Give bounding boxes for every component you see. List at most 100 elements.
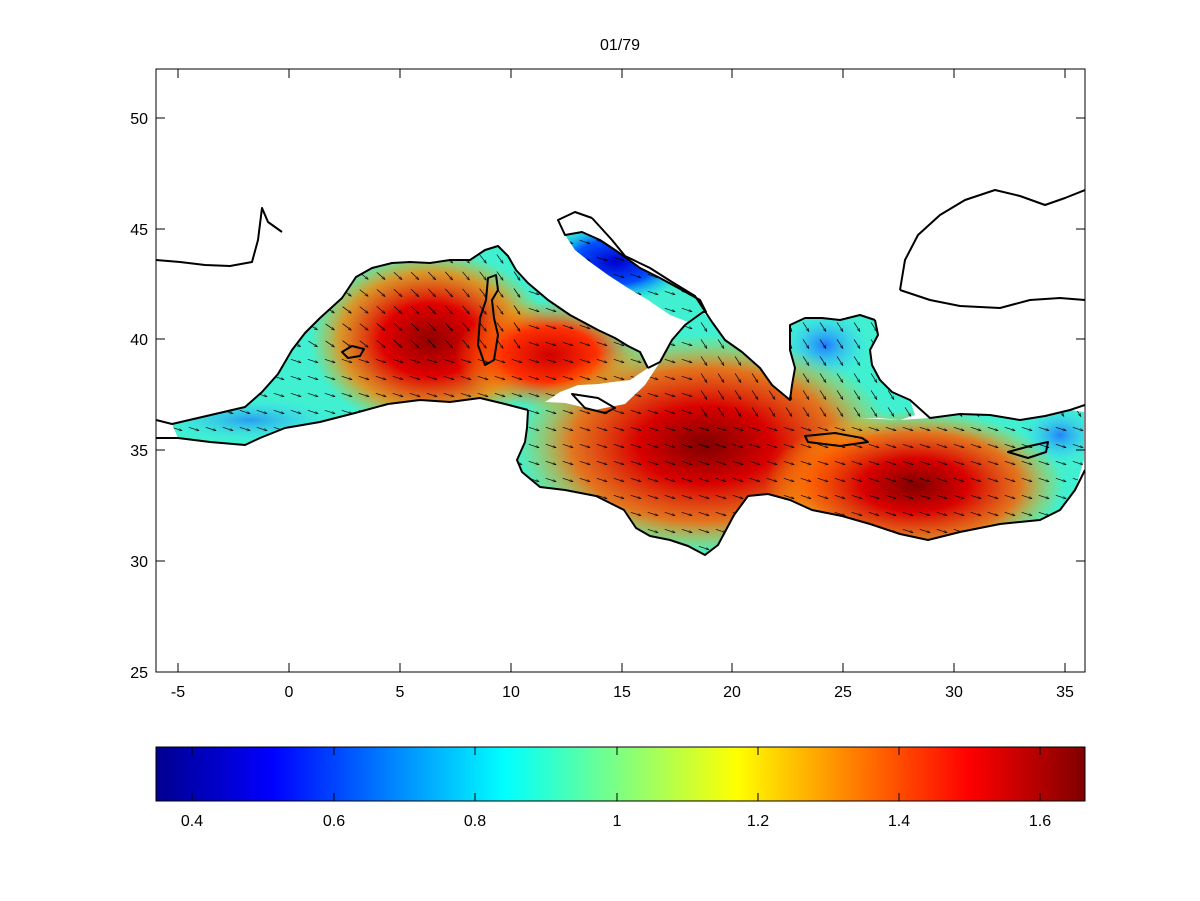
direction-arrow <box>768 407 775 416</box>
direction-arrow <box>647 409 658 413</box>
direction-arrow <box>496 305 503 315</box>
direction-arrow <box>596 443 607 447</box>
direction-arrow <box>307 358 318 362</box>
direction-arrow <box>836 339 843 348</box>
direction-arrow <box>341 358 352 362</box>
x-tick-label: 5 <box>396 684 405 701</box>
direction-arrow <box>460 358 471 362</box>
direction-arrow <box>1021 477 1032 481</box>
direction-arrow <box>596 494 607 498</box>
direction-arrow <box>545 375 556 379</box>
direction-arrow <box>664 392 675 396</box>
direction-arrow <box>562 443 573 447</box>
direction-arrow <box>462 288 470 297</box>
direction-arrow <box>376 289 385 296</box>
direction-arrow <box>953 460 964 464</box>
direction-arrow <box>749 477 760 481</box>
direction-arrow <box>222 426 233 430</box>
direction-arrow <box>664 290 675 294</box>
direction-arrow <box>477 392 488 396</box>
direction-arrow <box>887 390 894 399</box>
direction-arrow <box>953 494 964 498</box>
colorbar-gradient <box>155 746 1086 802</box>
direction-arrow <box>307 392 318 396</box>
direction-arrow <box>664 358 675 362</box>
direction-arrow <box>579 358 590 362</box>
x-tick-label: 25 <box>834 684 852 701</box>
coastline-atlantic <box>156 207 283 267</box>
direction-arrow <box>290 409 301 413</box>
direction-arrow <box>1004 494 1015 498</box>
direction-arrow <box>359 306 369 314</box>
direction-arrow <box>902 443 913 447</box>
direction-arrow <box>885 426 896 430</box>
direction-arrow <box>256 409 267 413</box>
direction-arrow <box>426 358 437 362</box>
direction-arrow <box>868 460 879 464</box>
direction-arrow <box>545 409 556 413</box>
direction-arrow <box>819 407 826 416</box>
direction-arrow <box>802 339 809 348</box>
direction-arrow <box>970 494 981 498</box>
direction-arrow <box>1072 443 1083 447</box>
direction-arrow <box>647 460 658 464</box>
direction-arrow <box>715 494 726 498</box>
direction-arrow <box>613 273 624 277</box>
direction-arrow <box>800 443 811 447</box>
direction-arrow <box>987 477 998 481</box>
direction-arrow <box>1004 460 1015 464</box>
direction-arrow <box>919 511 930 515</box>
axes-frame <box>155 68 1086 673</box>
direction-arrow <box>528 324 539 328</box>
direction-arrow <box>785 407 792 416</box>
direction-arrow <box>936 460 947 464</box>
direction-arrow <box>410 271 419 280</box>
direction-arrow <box>579 324 590 328</box>
direction-arrow <box>870 407 877 416</box>
direction-arrow <box>647 511 658 515</box>
x-tick-label: 30 <box>945 684 963 701</box>
direction-arrow <box>427 271 436 280</box>
direction-arrow <box>393 340 402 347</box>
direction-arrow <box>359 323 369 331</box>
direction-arrow <box>734 373 741 382</box>
island-cyprus <box>1007 441 1049 459</box>
direction-arrow <box>494 392 505 396</box>
direction-arrow <box>970 477 981 481</box>
direction-arrow <box>647 443 658 447</box>
x-tick-label: 10 <box>502 684 520 701</box>
direction-arrow <box>308 340 317 347</box>
direction-arrow <box>562 324 573 328</box>
direction-arrow <box>239 409 250 413</box>
direction-arrow <box>647 528 658 532</box>
direction-arrow <box>545 307 556 311</box>
y-tick-label: 35 <box>130 443 148 460</box>
direction-arrow <box>1004 426 1015 430</box>
direction-arrow <box>479 271 487 281</box>
y-tick-label: 45 <box>130 222 148 239</box>
direction-arrow <box>936 477 947 481</box>
direction-arrow <box>936 443 947 447</box>
direction-arrow <box>393 306 402 313</box>
direction-arrow <box>768 390 775 399</box>
direction-arrow <box>936 528 947 532</box>
direction-arrow <box>817 443 828 447</box>
direction-arrow <box>359 289 369 297</box>
direction-arrow <box>545 324 556 328</box>
direction-arrow <box>698 426 709 430</box>
direction-arrow <box>393 323 402 330</box>
direction-arrow <box>324 392 335 396</box>
direction-arrow <box>647 494 658 498</box>
direction-arrow <box>630 494 641 498</box>
direction-arrow <box>700 322 707 331</box>
direction-arrow <box>734 356 741 365</box>
direction-arrow <box>664 511 675 515</box>
direction-arrow <box>751 407 758 416</box>
direction-arrow <box>698 545 709 549</box>
direction-arrow <box>325 340 335 347</box>
direction-arrow <box>1038 477 1049 481</box>
direction-arrow <box>393 272 402 279</box>
direction-arrow <box>715 426 726 430</box>
plot-area <box>155 68 1086 673</box>
